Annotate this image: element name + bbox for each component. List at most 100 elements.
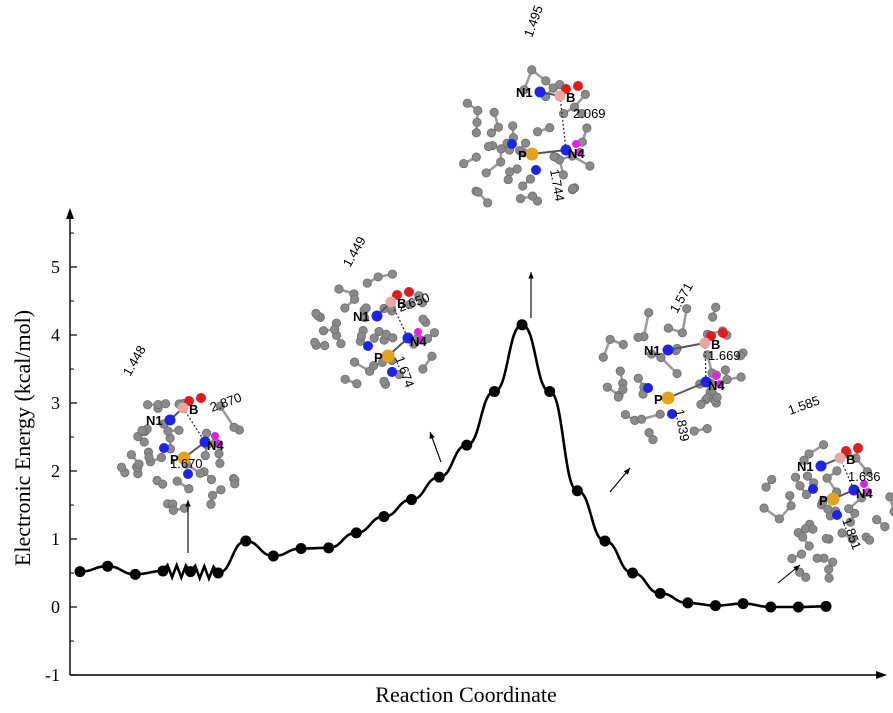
oxygen-atom (404, 287, 414, 297)
carbon-atom (808, 524, 818, 534)
carbon-atom (787, 553, 797, 564)
carbon-atom (462, 98, 472, 108)
atom-label-n4: N4 (856, 486, 873, 501)
carbon-atom (812, 553, 822, 563)
carbon-atom (850, 508, 860, 519)
carbon-atom (663, 323, 673, 333)
carbon-atom (158, 479, 168, 489)
carbon-atom (801, 572, 811, 582)
carbon-atom (515, 193, 526, 204)
carbon-atom (801, 489, 812, 500)
fluorine-atom (864, 488, 872, 496)
carbon-atom (361, 303, 371, 313)
carbon-atom (655, 409, 665, 419)
nitrogen-atom (560, 144, 572, 156)
nitrogen-atom (531, 165, 541, 175)
carbon-atom (320, 340, 330, 351)
carbon-atom (414, 291, 424, 301)
carbon-atom (486, 128, 497, 138)
oxygen-atom (184, 396, 194, 406)
carbon-atom (646, 349, 657, 359)
carbon-atom (471, 128, 481, 138)
carbon-atom (818, 497, 828, 507)
energy-curve-line (79, 323, 827, 609)
carbon-atom (206, 499, 216, 509)
oxygen-atom (718, 328, 728, 338)
molecular-structure: N1 B N4 P 1.495 2.069 1.744 (459, 3, 606, 208)
carbon-atom (862, 467, 872, 477)
bond-distance-label: 2.069 (573, 106, 606, 121)
data-point (709, 600, 721, 612)
data-point (323, 542, 335, 554)
atom-label-b: B (566, 90, 575, 105)
atom-label-n4: N4 (708, 378, 725, 393)
atom-label-n1: N1 (353, 309, 370, 324)
carbon-atom (889, 507, 893, 517)
carbon-atom (798, 532, 808, 542)
carbon-atom (672, 368, 682, 379)
fluorine-atom (418, 336, 426, 344)
carbon-atom (493, 122, 504, 132)
fluorine-atom (576, 148, 584, 156)
carbon-atom (857, 493, 867, 503)
oxygen-atom (561, 84, 571, 94)
carbon-atom (373, 272, 383, 282)
carbon-atom (795, 567, 805, 577)
atom-label-p: P (819, 493, 828, 508)
atom-label-p: P (654, 392, 663, 407)
forming-bond (559, 95, 567, 151)
carbon-atom (520, 138, 531, 148)
pointer-arrowhead (429, 432, 435, 439)
forming-bond (390, 301, 409, 339)
fluorine-atom (716, 380, 724, 388)
bond-distance-label: 1.636 (848, 469, 881, 484)
carbon-atom (334, 284, 344, 294)
y-tick-label: 4 (51, 325, 60, 345)
carbon-atom (644, 308, 654, 318)
carbon-atom (230, 479, 240, 489)
atom-label-n1: N1 (644, 343, 661, 358)
data-point (461, 439, 473, 451)
fluorine-atom (215, 440, 223, 448)
data-point (792, 601, 804, 613)
carbon-atom (613, 392, 623, 402)
carbon-atom (821, 533, 831, 544)
carbon-atom (215, 401, 225, 411)
nitrogen-atom (534, 86, 546, 98)
nitrogen-atom (164, 414, 176, 426)
carbon-atom (845, 517, 856, 527)
nitrogen-atom (183, 469, 193, 479)
atom-label-b: B (189, 402, 198, 417)
data-point (654, 587, 666, 599)
pointer-arrowhead (623, 468, 630, 475)
carbon-atom (545, 123, 555, 133)
atom-label-n4: N4 (410, 334, 427, 349)
molecular-structure: N1 B N4 P 1.571 1.669 1.839 (598, 280, 748, 445)
carbon-atom (799, 455, 809, 465)
carbon-atom (828, 557, 838, 567)
carbon-atom (330, 324, 340, 335)
carbon-atom (880, 522, 890, 532)
carbon-atom (532, 127, 543, 137)
carbon-atom (682, 304, 692, 314)
molecular-structure: N1 B N4 P 1.448 2.870 1.670 (116, 343, 244, 515)
fluorine-atom (414, 328, 422, 336)
bond-distance-label: 1.495 (521, 3, 546, 39)
carbon-atom (201, 428, 212, 438)
carbon-atom (310, 337, 320, 347)
carbon-atom (804, 541, 814, 551)
carbon-atom (708, 312, 718, 322)
carbon-atom (518, 181, 528, 191)
carbon-atom (569, 102, 580, 112)
nitrogen-atom (667, 409, 677, 419)
data-point (406, 494, 418, 506)
nitrogen-atom (848, 484, 860, 496)
carbon-atom (362, 278, 372, 288)
carbon-atom (720, 365, 730, 375)
pointer-arrowhead (185, 500, 191, 507)
phosphorus-atom (381, 349, 395, 363)
boron-atom (177, 402, 189, 414)
carbon-atom (689, 426, 699, 436)
carbon-atom (160, 399, 171, 409)
